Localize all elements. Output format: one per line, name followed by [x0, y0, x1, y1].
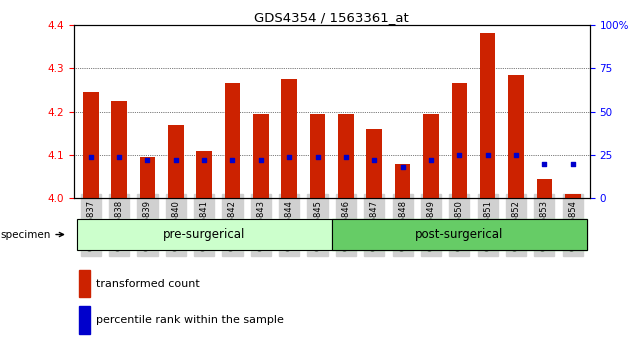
Point — [567, 161, 578, 166]
Bar — [112, 101, 127, 198]
Bar — [332, 219, 587, 250]
Bar — [451, 83, 467, 198]
Bar — [76, 219, 332, 250]
Bar — [253, 114, 269, 198]
Point — [199, 157, 209, 163]
Point — [539, 161, 549, 166]
Point — [171, 157, 181, 163]
Text: specimen: specimen — [0, 229, 63, 240]
Bar — [395, 164, 410, 198]
Bar — [565, 194, 581, 198]
Bar — [367, 129, 382, 198]
Text: post-surgerical: post-surgerical — [415, 228, 503, 241]
Bar — [79, 270, 90, 297]
Point — [256, 157, 266, 163]
Bar — [310, 114, 326, 198]
Point — [114, 154, 124, 159]
Point — [86, 154, 96, 159]
Point — [483, 152, 493, 158]
Bar — [480, 34, 495, 198]
Bar — [168, 125, 183, 198]
Point — [454, 152, 465, 158]
Point — [341, 154, 351, 159]
Text: transformed count: transformed count — [96, 279, 200, 289]
Point — [426, 157, 436, 163]
Bar — [423, 114, 438, 198]
Bar — [338, 114, 354, 198]
Bar — [83, 92, 99, 198]
Point — [397, 164, 408, 170]
Point — [511, 152, 521, 158]
Point — [312, 154, 322, 159]
Point — [142, 157, 153, 163]
Point — [369, 157, 379, 163]
Text: pre-surgerical: pre-surgerical — [163, 228, 246, 241]
Point — [228, 157, 238, 163]
Bar — [508, 75, 524, 198]
Bar — [281, 79, 297, 198]
Title: GDS4354 / 1563361_at: GDS4354 / 1563361_at — [254, 11, 409, 24]
Point — [284, 154, 294, 159]
Bar — [225, 83, 240, 198]
Bar — [196, 150, 212, 198]
Bar — [140, 157, 155, 198]
Bar — [537, 179, 552, 198]
Text: percentile rank within the sample: percentile rank within the sample — [96, 315, 285, 325]
Bar — [79, 306, 90, 333]
